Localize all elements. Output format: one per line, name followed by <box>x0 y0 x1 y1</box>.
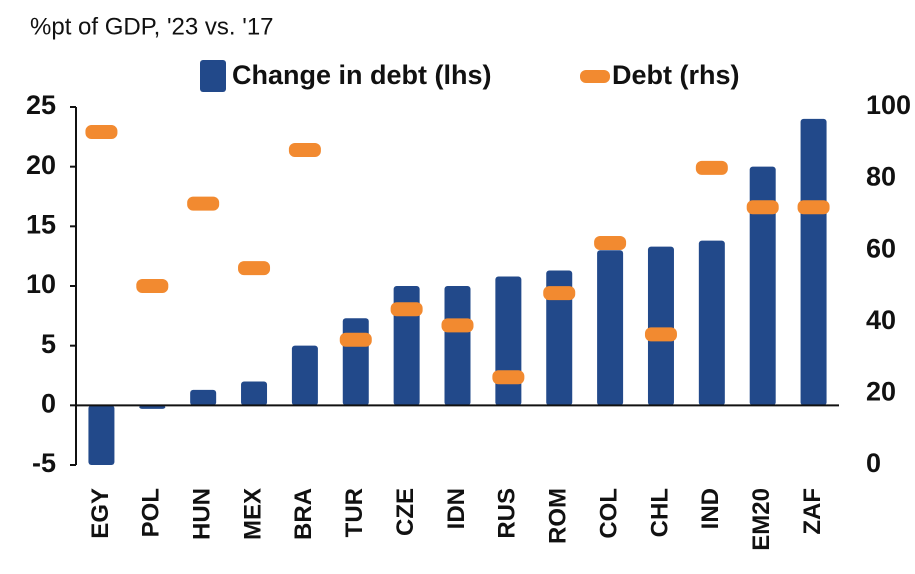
marker <box>339 332 372 347</box>
x-tick-label: ROM <box>545 488 572 544</box>
marker <box>746 200 779 215</box>
x-tick-label: IND <box>697 488 724 529</box>
x-tick-label: ZAF <box>799 488 826 535</box>
x-tick-label: TUR <box>341 488 368 537</box>
marker <box>238 261 271 276</box>
marker <box>797 200 830 215</box>
bar <box>546 270 573 406</box>
bar <box>495 276 522 406</box>
y2-tick-label: 0 <box>866 448 881 478</box>
x-tick-label: POL <box>138 488 165 537</box>
y-tick-label: 5 <box>41 329 56 359</box>
x-tick-label: MEX <box>239 488 266 540</box>
marker <box>288 142 321 157</box>
bar <box>647 246 674 406</box>
y2-tick-label: 80 <box>866 162 896 192</box>
bar <box>342 318 369 406</box>
y-tick-label: 10 <box>26 269 56 299</box>
y-tick-label: 20 <box>26 150 56 180</box>
legend-label: Change in debt (lhs) <box>232 60 492 90</box>
y2-tick-label: 100 <box>866 90 911 120</box>
marker <box>85 125 118 140</box>
legend-swatch <box>580 70 610 83</box>
x-tick-label: COL <box>595 488 622 539</box>
marker <box>594 236 627 251</box>
marker <box>136 279 169 293</box>
x-tick-label: EGY <box>87 488 114 539</box>
marker <box>441 318 474 333</box>
marker <box>390 302 423 317</box>
marker <box>644 327 677 342</box>
marker <box>543 286 576 301</box>
x-tick-label: CZE <box>392 488 419 536</box>
bar <box>698 240 725 406</box>
bar <box>444 286 471 406</box>
y-tick-label: 25 <box>26 90 56 120</box>
y-tick-label: -5 <box>32 448 56 478</box>
y2-tick-label: 60 <box>866 233 896 263</box>
bar <box>241 381 268 406</box>
marker <box>492 370 525 385</box>
chart-title: %pt of GDP, '23 vs. '17 <box>30 13 274 40</box>
x-tick-label: BRA <box>290 488 317 540</box>
y2-tick-label: 20 <box>866 377 896 407</box>
y2-tick-label: 40 <box>866 305 896 335</box>
x-tick-label: IDN <box>443 488 470 529</box>
bar <box>88 405 115 465</box>
y-tick-label: 15 <box>26 209 56 239</box>
bar <box>749 166 776 406</box>
bar <box>597 250 624 406</box>
marker <box>695 160 728 175</box>
y-tick-label: 0 <box>41 388 56 418</box>
marker <box>187 196 220 211</box>
bar <box>800 118 827 406</box>
bar <box>291 345 318 406</box>
legend-label: Debt (rhs) <box>612 60 740 90</box>
x-tick-label: RUS <box>494 488 521 539</box>
x-tick-label: HUN <box>189 488 216 540</box>
bar <box>190 389 217 406</box>
x-tick-label: CHL <box>646 488 673 537</box>
legend-swatch <box>200 60 226 92</box>
x-tick-label: EM20 <box>748 488 775 551</box>
